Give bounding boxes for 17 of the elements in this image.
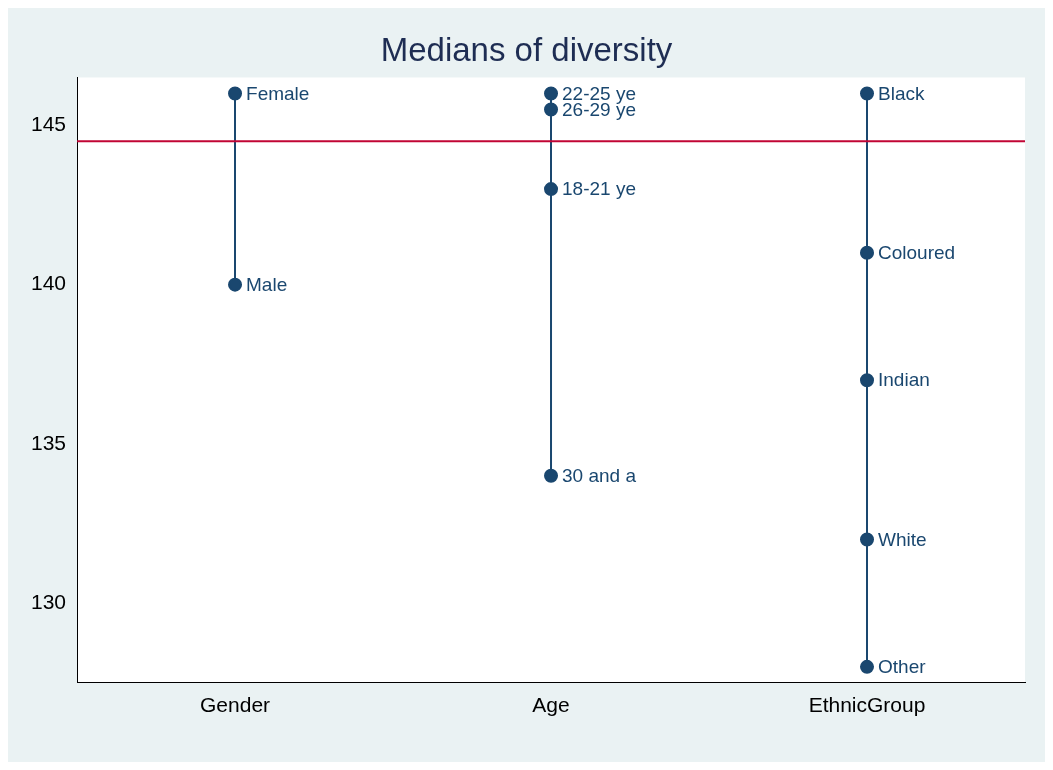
annotation: Black	[878, 82, 925, 104]
x-tick-label: EthnicGroup	[808, 693, 926, 717]
y-tick-label: 145	[30, 112, 67, 136]
annotation: Male	[246, 273, 288, 295]
annotation: 30 and a	[562, 464, 637, 486]
annotation: Other	[878, 656, 927, 678]
chart-title: Medians of diversity	[380, 30, 673, 68]
x-tick-label: Age	[532, 693, 570, 717]
y-tick-label: 140	[30, 271, 67, 295]
annotation: Female	[246, 82, 310, 104]
y-tick-label: 130	[30, 589, 67, 613]
y-tick-label: 135	[30, 430, 67, 454]
x-tick-label: Gender	[200, 693, 271, 717]
annotation: 18-21 ye	[562, 178, 636, 200]
annotation: White	[878, 528, 927, 550]
annotation: Indian	[878, 369, 930, 391]
annotation: Coloured	[878, 242, 956, 264]
